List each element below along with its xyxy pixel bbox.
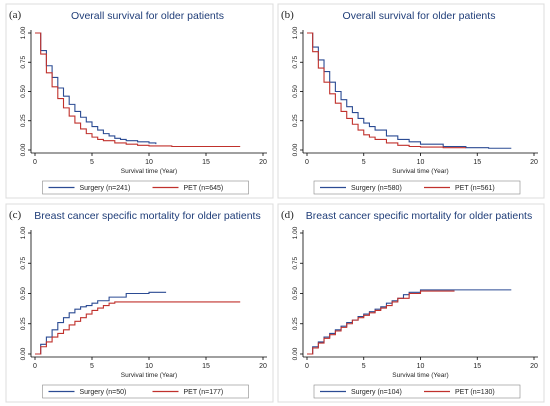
x-axis-title: Survival time (Year) xyxy=(392,372,448,379)
y-tick-label: 0.75 xyxy=(20,257,27,270)
x-tick-label: 5 xyxy=(90,363,94,370)
legend-label: Surgery (n=241) xyxy=(80,185,131,192)
legend-label: Surgery (n=104) xyxy=(351,389,402,396)
x-tick-label: 10 xyxy=(145,159,153,166)
x-tick-label: 15 xyxy=(202,159,210,166)
y-tick-label: 1.00 xyxy=(20,26,27,39)
y-tick-label: 0.00 xyxy=(292,347,299,360)
x-tick-label: 20 xyxy=(530,159,538,166)
panel-letter: (a) xyxy=(9,9,22,21)
x-tick-label: 10 xyxy=(417,159,425,166)
chart-title: Breast cancer specific mortality for old… xyxy=(306,210,532,222)
x-tick-label: 15 xyxy=(473,363,481,370)
x-tick-label: 15 xyxy=(202,363,210,370)
x-tick-label: 5 xyxy=(362,159,366,166)
x-axis-title: Survival time (Year) xyxy=(121,168,177,175)
y-tick-label: 1.00 xyxy=(20,226,27,239)
x-tick-label: 0 xyxy=(33,363,37,370)
x-tick-label: 10 xyxy=(145,363,153,370)
x-tick-label: 15 xyxy=(473,159,481,166)
y-tick-label: 0.00 xyxy=(20,143,27,156)
x-tick-label: 5 xyxy=(90,159,94,166)
x-tick-label: 20 xyxy=(530,363,538,370)
plot-area xyxy=(31,30,267,153)
legend-label: Surgery (n=580) xyxy=(351,185,402,192)
y-tick-label: 1.00 xyxy=(292,226,299,239)
y-tick-label: 1.00 xyxy=(292,26,299,39)
panel-letter: (c) xyxy=(9,209,22,221)
legend-label: PET (n=130) xyxy=(455,389,495,396)
chart-panel-d: (d) Breast cancer specific mortality for … xyxy=(278,204,544,402)
x-tick-label: 0 xyxy=(305,363,309,370)
panel-letter: (b) xyxy=(281,9,294,21)
legend-label: PET (n=177) xyxy=(184,389,224,396)
y-tick-label: 0.75 xyxy=(292,257,299,270)
chart-title: Breast cancer specific mortality for old… xyxy=(34,210,260,222)
x-tick-label: 20 xyxy=(259,159,267,166)
x-tick-label: 5 xyxy=(362,363,366,370)
y-tick-label: 0.25 xyxy=(292,317,299,330)
y-tick-label: 0.00 xyxy=(292,143,299,156)
y-tick-label: 0.75 xyxy=(20,56,27,69)
chart-panel-b: (b) Overall survival for older patients 0.… xyxy=(278,4,544,198)
chart-title: Overall survival for older patients xyxy=(343,10,496,22)
y-tick-label: 0.00 xyxy=(20,347,27,360)
y-tick-label: 0.25 xyxy=(292,114,299,127)
legend-label: Surgery (n=50) xyxy=(80,389,127,396)
y-tick-label: 0.50 xyxy=(292,287,299,300)
chart-panel-a: (a) Overall survival for older patients 0.… xyxy=(6,4,273,198)
y-tick-label: 0.50 xyxy=(20,85,27,98)
y-tick-label: 0.25 xyxy=(20,114,27,127)
x-axis-title: Survival time (Year) xyxy=(392,168,448,175)
y-tick-label: 0.50 xyxy=(20,287,27,300)
x-tick-label: 20 xyxy=(259,363,267,370)
y-tick-label: 0.25 xyxy=(20,317,27,330)
panel-letter: (d) xyxy=(281,209,294,221)
chart-title: Overall survival for older patients xyxy=(71,10,224,22)
x-tick-label: 0 xyxy=(33,159,37,166)
y-tick-label: 0.50 xyxy=(292,85,299,98)
x-tick-label: 0 xyxy=(305,159,309,166)
legend-label: PET (n=561) xyxy=(455,185,495,192)
legend-label: PET (n=645) xyxy=(184,185,224,192)
x-tick-label: 10 xyxy=(417,363,425,370)
chart-panel-c: (c) Breast cancer specific mortality for … xyxy=(6,204,273,402)
x-axis-title: Survival time (Year) xyxy=(121,372,177,379)
y-tick-label: 0.75 xyxy=(292,56,299,69)
